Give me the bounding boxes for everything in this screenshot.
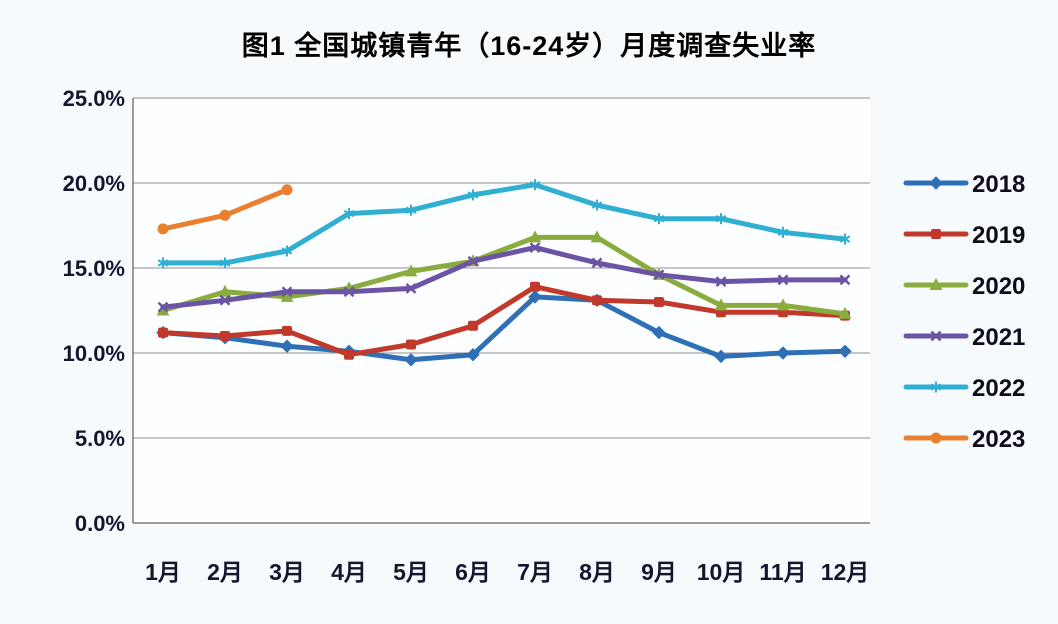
y-axis-tick-label: 20.0% [63,171,125,196]
x-axis-month-label: 10月 [697,559,746,585]
x-axis-month-label: 5月 [393,559,429,585]
series-marker-diamond [528,290,542,304]
legend-label: 2018 [972,171,1025,198]
series-marker-asterisk [529,181,541,189]
series-marker-asterisk [930,383,942,391]
series-marker-triangle [404,264,418,277]
series-marker-x [839,274,851,286]
series-line-2019 [160,284,848,358]
series-marker-asterisk [343,209,355,218]
legend-item-2021: 2021 [903,324,1025,351]
series-2022 [157,179,851,269]
series-marker-x [405,283,417,294]
series-marker-square [931,229,941,239]
series-marker-x [219,294,231,306]
series-2023 [157,184,293,235]
series-marker-asterisk [839,235,851,243]
series-marker-triangle [528,230,542,243]
series-2021 [157,242,851,313]
series-line-2022 [160,182,848,266]
series-marker-x [467,255,479,267]
series-marker-asterisk [777,228,789,236]
series-marker-x [157,301,169,313]
series-marker-diamond [652,325,666,340]
series-marker-x [591,257,603,269]
series-marker-circle [219,209,231,221]
series-marker-square [592,295,602,306]
series-marker-x [343,286,355,298]
series-marker-triangle [714,298,728,311]
series-marker-x [529,242,541,253]
series-marker-square [530,281,540,292]
series-marker-circle [930,432,942,444]
series-marker-triangle [838,306,852,319]
series-marker-asterisk [405,206,417,214]
series-marker-asterisk [715,215,727,223]
y-axis-tick-label: 5.0% [75,426,125,451]
legend-label: 2021 [972,324,1025,351]
legend-item-2022: 2022 [903,375,1025,402]
x-axis-month-label: 3月 [269,559,305,585]
x-axis-month-label: 2月 [207,559,243,585]
series-marker-square [158,327,168,338]
series-marker-x [930,330,942,342]
legend-label: 2023 [972,426,1025,453]
series-marker-square [282,325,292,336]
series-marker-asterisk [157,259,169,267]
series-marker-diamond [404,353,418,367]
series-marker-triangle [590,230,604,243]
series-marker-diamond [466,347,480,362]
legend-item-2018: 2018 [903,171,1025,198]
y-axis-tick-label: 15.0% [63,256,125,281]
series-marker-diamond [280,339,294,353]
series-marker-circle [157,223,169,235]
series-marker-x [281,286,293,298]
legend-label: 2022 [972,375,1025,402]
series-marker-asterisk [591,201,603,209]
series-marker-circle [281,184,293,196]
series-marker-x [777,274,789,286]
series-marker-square [406,339,416,350]
x-axis-month-label: 7月 [517,559,553,585]
legend-label: 2019 [972,222,1025,249]
legend-item-2019: 2019 [903,222,1025,249]
x-axis-month-label: 4月 [331,559,367,585]
series-marker-square [654,297,664,307]
series-marker-diamond [929,176,943,190]
series-marker-asterisk [467,191,479,199]
legend-item-2020: 2020 [903,273,1025,300]
series-marker-square [220,331,230,341]
series-marker-triangle [929,277,943,290]
series-marker-asterisk [281,247,293,255]
series-line-2020 [160,234,848,317]
series-marker-x [653,269,665,281]
series-marker-x [715,276,727,287]
series-marker-triangle [218,284,232,297]
series-marker-asterisk [653,215,665,223]
series-marker-diamond [714,349,728,364]
series-marker-asterisk [219,259,231,267]
x-axis-month-label: 11月 [759,559,806,585]
series-marker-square [468,320,478,331]
y-axis-tick-label: 0.0% [75,511,125,536]
y-axis-tick-label: 10.0% [63,341,125,366]
chart-title: 图1 全国城镇青年（16-24岁）月度调查失业率 [241,31,817,61]
x-axis-month-label: 8月 [579,559,615,585]
series-marker-diamond [838,344,852,359]
x-axis-month-label: 12月 [821,559,870,585]
series-line-2018 [160,294,848,363]
x-axis-month-label: 9月 [641,559,677,585]
x-axis-month-label: 1月 [145,559,181,585]
series-line-2021 [160,245,848,310]
y-axis-tick-label: 25.0% [63,86,125,111]
legend-label: 2020 [972,273,1025,300]
x-axis-month-label: 6月 [455,559,491,585]
series-marker-square [344,349,354,360]
series-marker-diamond [776,346,790,360]
legend-item-2023: 2023 [903,426,1025,453]
series-marker-triangle [776,298,790,311]
